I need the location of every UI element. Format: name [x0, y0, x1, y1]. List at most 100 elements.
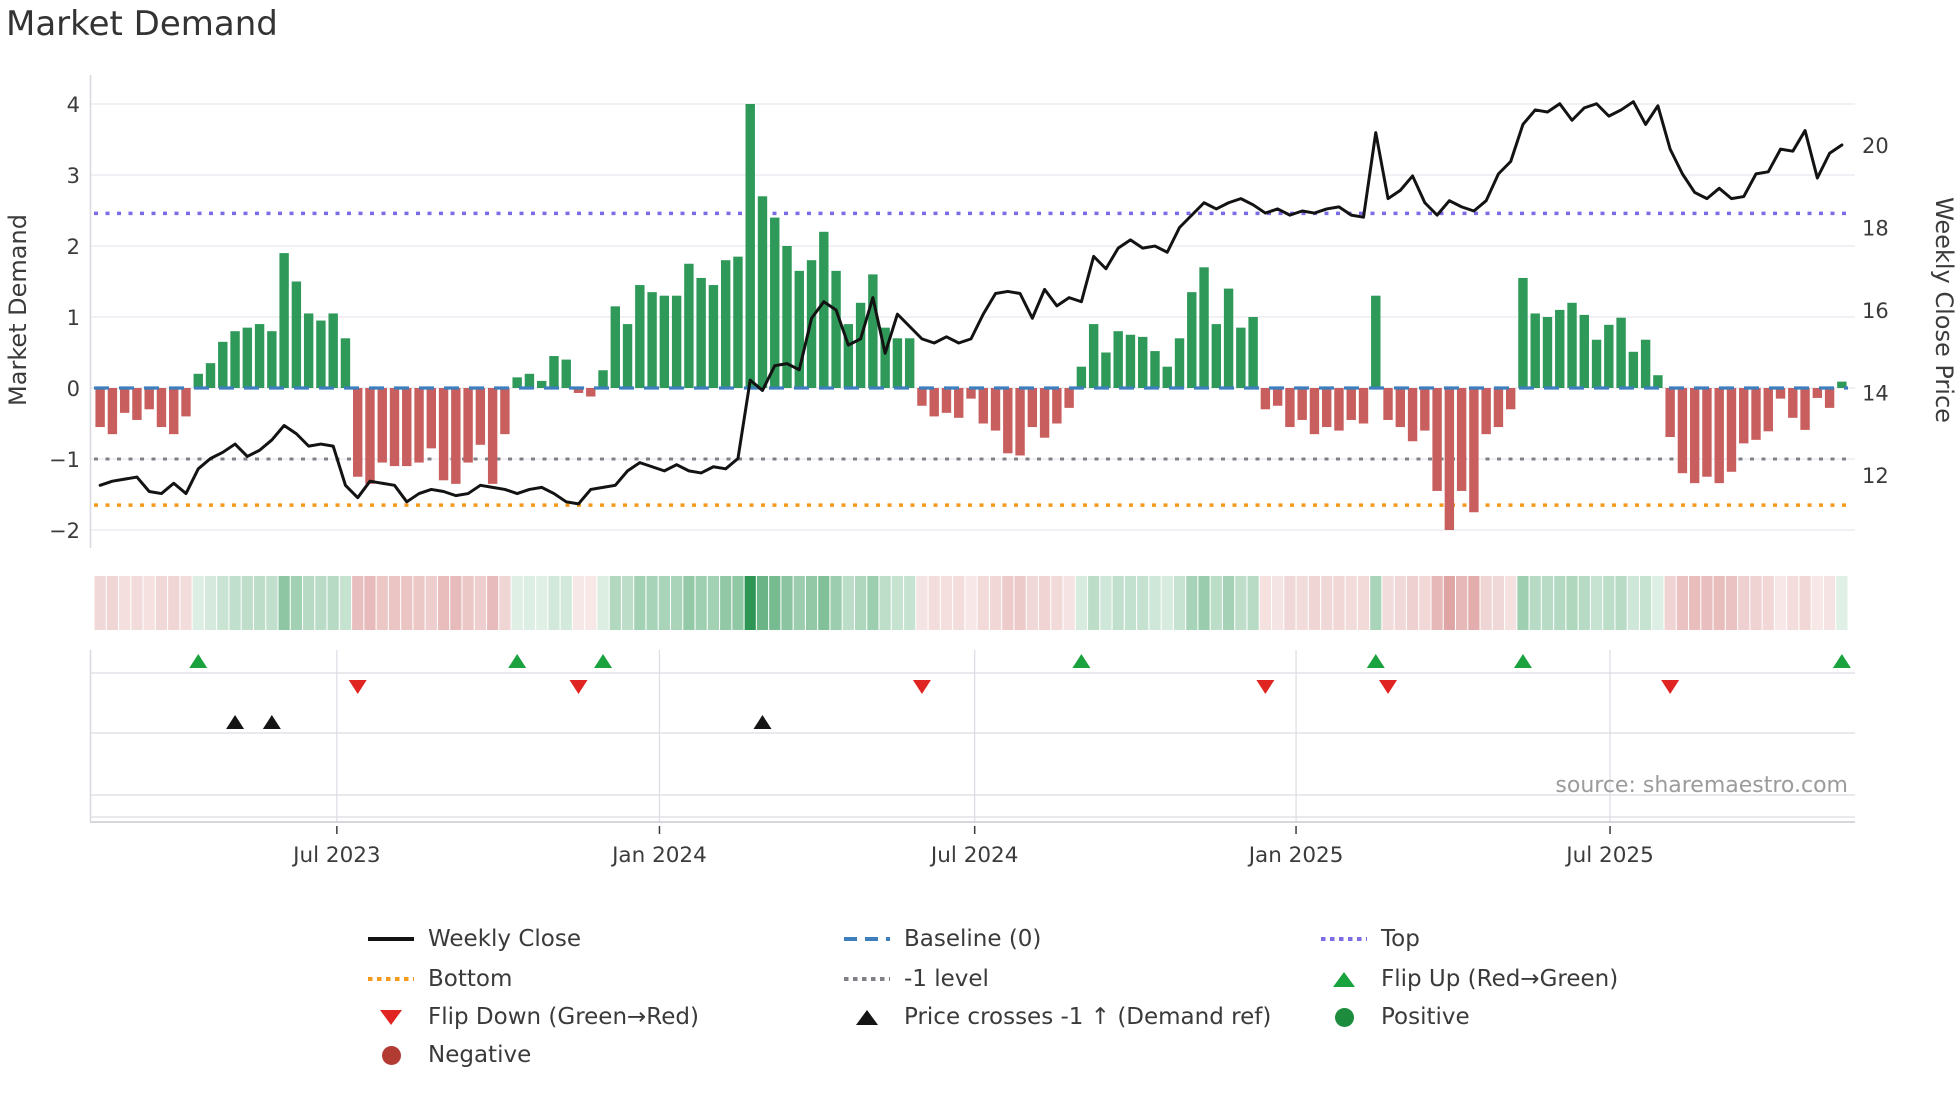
demand-bar	[954, 388, 964, 418]
demand-bar	[1837, 381, 1847, 388]
x-tick-label: Jul 2025	[1564, 843, 1654, 868]
demand-bar	[279, 253, 289, 388]
price-cross-triangle-icon	[226, 715, 245, 729]
x-tick-label: Jul 2023	[291, 843, 381, 868]
legend-item-positive: Positive	[1315, 999, 1470, 1035]
demand-bar	[242, 327, 253, 388]
legend-label: -1 level	[904, 966, 989, 992]
heatmap-cell	[646, 576, 658, 630]
demand-bar	[696, 277, 706, 388]
demand-bar	[1371, 295, 1381, 388]
demand-bar	[917, 388, 927, 406]
heatmap-cell	[1296, 576, 1308, 630]
demand-bar	[1260, 388, 1271, 410]
demand-bar	[1555, 309, 1565, 388]
heatmap-cell	[1652, 576, 1664, 630]
heatmap-cell	[1640, 576, 1652, 630]
flip-down-triangle-icon	[1379, 680, 1398, 694]
demand-bar	[990, 388, 1001, 431]
heatmap-cell	[1554, 576, 1566, 630]
heatmap-cell	[1272, 576, 1284, 630]
demand-bar	[181, 388, 191, 417]
demand-bar	[1223, 288, 1234, 388]
heatmap-cell	[1713, 576, 1725, 630]
heatmap-cell	[732, 576, 744, 630]
x-tick-label: Jan 2024	[610, 843, 707, 868]
flip-up-triangle-icon	[1072, 654, 1091, 668]
signal-panel	[89, 650, 1855, 823]
demand-bar	[1542, 317, 1553, 388]
demand-bar	[291, 281, 302, 388]
heatmap-cell	[953, 576, 965, 630]
heatmap-cell	[1247, 576, 1259, 630]
heatmap-cell	[1541, 576, 1554, 630]
heatmap-cell	[523, 576, 536, 630]
heatmap-cell	[1284, 576, 1296, 630]
heatmap-cell	[548, 576, 560, 630]
demand-bar	[831, 270, 841, 388]
demand-bar	[1640, 339, 1651, 388]
heatmap-cell	[1603, 576, 1615, 630]
flip-down-triangle-icon	[348, 680, 367, 694]
heatmap-cell	[965, 576, 977, 630]
demand-bar	[1702, 388, 1712, 477]
heatmap-cell	[511, 576, 523, 630]
legend-label: Flip Up (Red→Green)	[1381, 966, 1619, 992]
demand-bar	[1775, 388, 1786, 399]
x-tick-label: Jan 2025	[1247, 843, 1344, 868]
heatmap-cell	[1321, 576, 1333, 630]
left-tick-label: 3	[67, 164, 80, 188]
heatmap-cell	[1124, 576, 1137, 630]
heatmap-cell	[1468, 576, 1480, 630]
heatmap-cell	[1210, 576, 1222, 630]
flip-down-triangle-icon	[1256, 680, 1275, 694]
heatmap-cell	[1824, 576, 1836, 630]
demand-bar	[794, 270, 804, 388]
demand-bar	[684, 263, 694, 388]
demand-bar	[1591, 339, 1602, 388]
demand-bar	[1383, 388, 1393, 420]
heatmap-cell	[1014, 576, 1026, 630]
heatmap-cell	[1492, 576, 1505, 630]
legend-item-weekly-close: Weekly Close	[362, 921, 581, 957]
demand-bar	[1187, 292, 1197, 388]
heatmap-cell	[1394, 576, 1406, 630]
heatmap-cell	[462, 576, 474, 630]
heatmap-cell	[364, 576, 376, 630]
demand-bar	[438, 388, 449, 481]
flip-up-triangle-icon	[1366, 654, 1385, 668]
demand-bar	[365, 388, 375, 484]
weekly-close-line-icon	[362, 921, 420, 957]
legend-item-bottom: Bottom	[362, 961, 512, 997]
demand-bar	[1064, 388, 1074, 408]
heatmap-cell	[1836, 576, 1848, 630]
demand-bar	[402, 388, 412, 467]
heatmap-cell	[204, 576, 217, 630]
demand-bar	[1334, 388, 1344, 431]
demand-bar	[1456, 388, 1467, 491]
heatmap-cell	[879, 576, 891, 630]
demand-bar	[929, 388, 939, 417]
demand-bar	[377, 388, 387, 463]
heatmap-cell	[1431, 576, 1443, 630]
legend-label: Baseline (0)	[904, 926, 1042, 952]
heatmap-cell	[818, 576, 830, 630]
demand-bar	[1420, 388, 1430, 431]
left-tick-label: 1	[67, 306, 80, 330]
heatmap-cell	[1063, 576, 1075, 630]
heatmap-cell	[388, 576, 401, 630]
negative-circle-icon	[362, 1037, 420, 1073]
heatmap-cell	[940, 576, 953, 630]
triangle-up-green-icon	[1315, 961, 1373, 997]
demand-bar	[622, 324, 633, 388]
legend-label: Flip Down (Green→Red)	[428, 1004, 699, 1030]
demand-bar	[892, 338, 903, 388]
demand-bar	[671, 295, 682, 388]
demand-bar	[1530, 313, 1540, 388]
demand-bar	[782, 246, 792, 388]
demand-bar	[1199, 267, 1209, 388]
heatmap-cell	[1750, 576, 1762, 630]
demand-bar	[512, 377, 522, 388]
demand-bar	[1039, 388, 1050, 438]
price-cross-triangle-icon	[262, 715, 281, 729]
